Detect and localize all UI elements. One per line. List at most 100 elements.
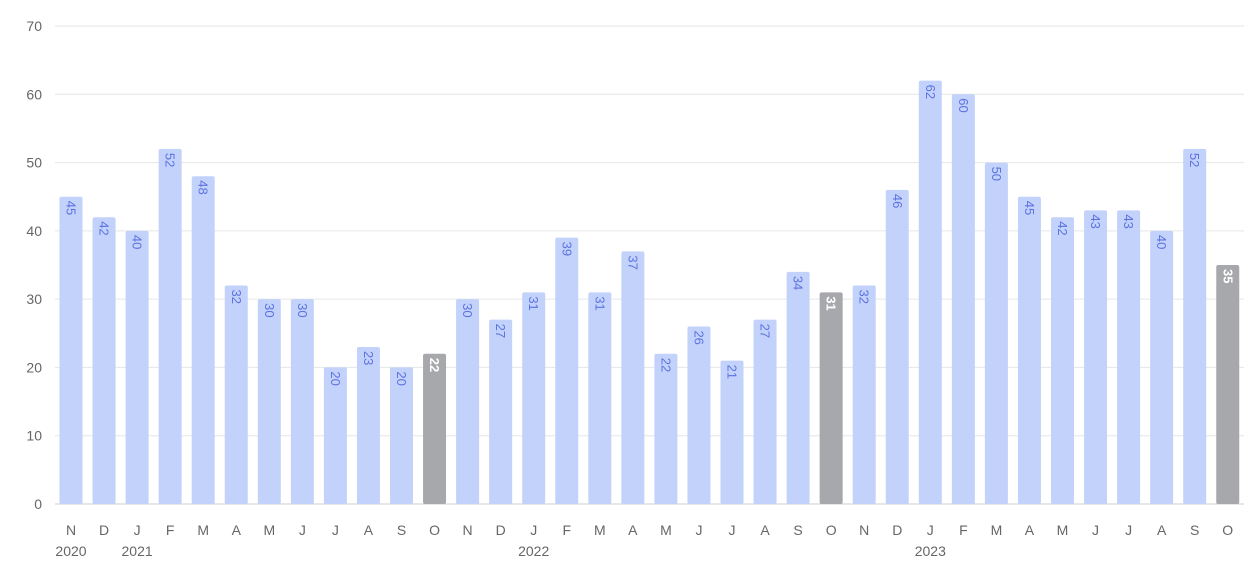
bar [555, 237, 579, 504]
bar-value-label: 43 [1121, 214, 1136, 228]
bar-value-label: 27 [758, 324, 773, 338]
x-tick-label: F [562, 522, 571, 538]
bar [918, 80, 942, 504]
year-labels: 2020 2021 2022 2023 [55, 543, 946, 559]
bar [852, 285, 876, 504]
y-tick-label: 0 [34, 496, 42, 512]
x-tick-label: S [1190, 522, 1199, 538]
y-tick-label: 20 [26, 359, 42, 375]
bar-value-label: 43 [1088, 214, 1103, 228]
bar [1183, 148, 1207, 504]
bar-value-label: 40 [1154, 235, 1169, 249]
bar-value-label: 42 [97, 221, 112, 235]
x-tick-label: J [332, 522, 339, 538]
bar-value-label: 34 [791, 276, 806, 290]
bar [951, 94, 975, 505]
y-axis-ticks: 0 10 20 30 40 50 60 70 [26, 18, 42, 512]
bar [456, 299, 480, 504]
x-tick-label: J [1092, 522, 1099, 538]
bars: 45 42 40 52 48 32 30 30 20 23 20 22 30 27 31 39 31 37 22 26… [59, 80, 1240, 505]
bar-value-label: 26 [691, 330, 706, 344]
x-tick-label: F [959, 522, 968, 538]
bar-value-label: 39 [559, 242, 574, 256]
bar-value-label: 22 [658, 358, 673, 372]
x-tick-label: J [729, 522, 736, 538]
x-tick-label: M [197, 522, 209, 538]
x-tick-label: M [1057, 522, 1069, 538]
y-tick-label: 10 [26, 428, 42, 444]
x-tick-label: J [134, 522, 141, 538]
x-tick-label: N [859, 522, 869, 538]
x-tick-label: J [299, 522, 306, 538]
bar [588, 292, 612, 504]
bar [59, 196, 83, 504]
x-tick-label: N [463, 522, 473, 538]
bar [753, 319, 777, 504]
bar-value-label: 32 [857, 289, 872, 303]
bar [1017, 196, 1041, 504]
x-tick-label: A [628, 522, 638, 538]
x-tick-label: A [1025, 522, 1035, 538]
x-tick-label: O [1222, 522, 1233, 538]
bar [423, 353, 447, 504]
bar-value-label: 60 [956, 98, 971, 112]
bar-value-label: 21 [725, 365, 740, 379]
bar [687, 326, 711, 504]
bar [1084, 210, 1108, 504]
bar-value-label: 48 [196, 180, 211, 194]
x-tick-label: M [991, 522, 1003, 538]
x-tick-label: M [660, 522, 672, 538]
bar [522, 292, 546, 504]
x-tick-label: M [594, 522, 606, 538]
x-tick-label: S [793, 522, 802, 538]
bar [390, 367, 413, 504]
bar [654, 353, 678, 504]
bar [224, 285, 248, 504]
bar [786, 271, 810, 504]
x-tick-label: A [232, 522, 242, 538]
year-label: 2021 [122, 543, 153, 559]
x-tick-label: M [263, 522, 275, 538]
bar [621, 251, 645, 504]
bar [1216, 265, 1240, 504]
y-tick-label: 50 [26, 155, 42, 171]
bar-value-label: 62 [923, 85, 938, 99]
bar-value-label: 45 [1022, 201, 1037, 215]
bar [1051, 217, 1074, 504]
y-tick-label: 60 [26, 86, 42, 102]
x-tick-label: O [826, 522, 837, 538]
bar [257, 299, 281, 504]
bar-value-label: 35 [1220, 269, 1235, 283]
bar [125, 230, 149, 504]
y-tick-label: 70 [26, 18, 42, 34]
bar-value-label: 31 [592, 296, 607, 310]
grid-layer [55, 25, 1244, 505]
bar-value-label: 30 [460, 303, 475, 317]
x-tick-label: A [1157, 522, 1167, 538]
y-tick-label: 30 [26, 291, 42, 307]
bar-value-label: 45 [64, 201, 79, 215]
bar [191, 176, 215, 504]
bar [356, 346, 380, 504]
bar-value-label: 50 [989, 167, 1004, 181]
bar [819, 292, 843, 504]
x-tick-label: D [892, 522, 902, 538]
y-tick-label: 40 [26, 223, 42, 239]
bar-value-label: 42 [1055, 221, 1070, 235]
bar-value-label: 40 [130, 235, 145, 249]
bar [1150, 230, 1174, 504]
x-tick-label: S [397, 522, 406, 538]
bar-value-label: 20 [394, 371, 409, 385]
bar-value-label: 37 [625, 255, 640, 269]
x-tick-label: F [166, 522, 175, 538]
bar-value-label: 31 [526, 296, 541, 310]
year-label: 2022 [518, 543, 549, 559]
bar [984, 162, 1008, 505]
bar-value-label: 30 [262, 303, 277, 317]
x-tick-label: D [99, 522, 109, 538]
x-tick-label: J [1125, 522, 1132, 538]
bar-value-label: 22 [427, 358, 442, 372]
x-tick-label: A [364, 522, 374, 538]
